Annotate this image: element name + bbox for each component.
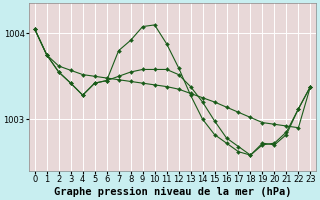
X-axis label: Graphe pression niveau de la mer (hPa): Graphe pression niveau de la mer (hPa)	[54, 186, 291, 197]
